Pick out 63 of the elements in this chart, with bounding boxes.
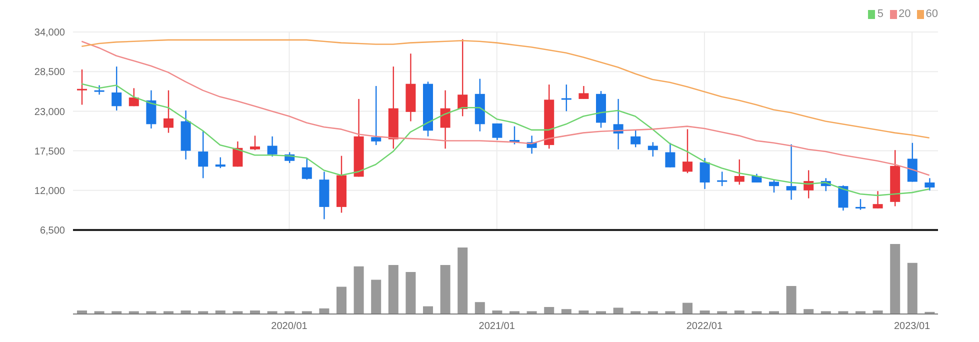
y-tick-label: 28,500 xyxy=(34,67,66,78)
y-tick-label: 17,500 xyxy=(34,146,66,158)
x-tick-label: 2020/01 xyxy=(271,321,308,332)
bar xyxy=(406,272,416,314)
candlestick xyxy=(250,135,260,151)
y-tick-label: 12,000 xyxy=(34,186,66,197)
y-tick-label: 23,000 xyxy=(34,106,66,118)
candlestick xyxy=(215,156,226,169)
candlestick xyxy=(492,122,502,141)
candlestick xyxy=(578,85,589,100)
candlestick xyxy=(232,140,243,168)
candlestick xyxy=(146,90,156,130)
bar xyxy=(544,307,554,314)
candlestick xyxy=(717,171,728,187)
legend-label: 60 xyxy=(926,8,938,20)
candlestick xyxy=(128,88,139,107)
candlestick xyxy=(267,136,278,158)
candlestick xyxy=(786,144,796,200)
bar xyxy=(786,286,796,314)
bar xyxy=(440,265,450,314)
bar xyxy=(907,262,918,314)
candlestick xyxy=(77,68,87,106)
bar xyxy=(423,306,433,314)
candlestick xyxy=(164,90,174,134)
x-tick-label: 2023/01 xyxy=(894,321,931,332)
bar xyxy=(354,266,364,314)
candlestick xyxy=(700,157,710,190)
candlestick xyxy=(665,142,676,168)
bar xyxy=(371,280,382,314)
x-tick-label: 2021/01 xyxy=(478,321,516,332)
bar xyxy=(336,286,346,314)
x-tick-label: 2022/01 xyxy=(686,321,723,332)
bar xyxy=(388,265,398,314)
candlestick xyxy=(630,129,641,148)
candlestick xyxy=(112,66,122,112)
y-tick-label: 6,500 xyxy=(40,226,66,237)
bar xyxy=(682,302,692,314)
bar xyxy=(561,309,572,314)
legend-label: 20 xyxy=(898,8,911,20)
candlestick xyxy=(198,130,208,179)
candlestick xyxy=(458,38,468,117)
candlestick xyxy=(302,157,312,180)
y-tick-label: 34,000 xyxy=(34,28,66,39)
bar xyxy=(804,309,814,314)
bar xyxy=(613,308,624,314)
candlestick xyxy=(769,179,779,194)
candlestick xyxy=(734,158,744,186)
candlestick xyxy=(94,84,104,96)
candlestick xyxy=(924,178,935,191)
candlestick xyxy=(856,198,866,210)
candlestick xyxy=(682,128,692,174)
candlestick xyxy=(872,190,883,209)
candlestick xyxy=(561,84,572,112)
bar xyxy=(890,244,900,314)
legend-label: 5 xyxy=(877,8,884,20)
candlestick xyxy=(371,85,382,146)
candlestick xyxy=(440,90,450,150)
line-series xyxy=(81,39,930,138)
candlestick xyxy=(648,142,658,158)
bar xyxy=(458,248,468,314)
bar xyxy=(474,302,485,314)
candlestick xyxy=(838,184,848,212)
candlestick xyxy=(907,142,918,182)
